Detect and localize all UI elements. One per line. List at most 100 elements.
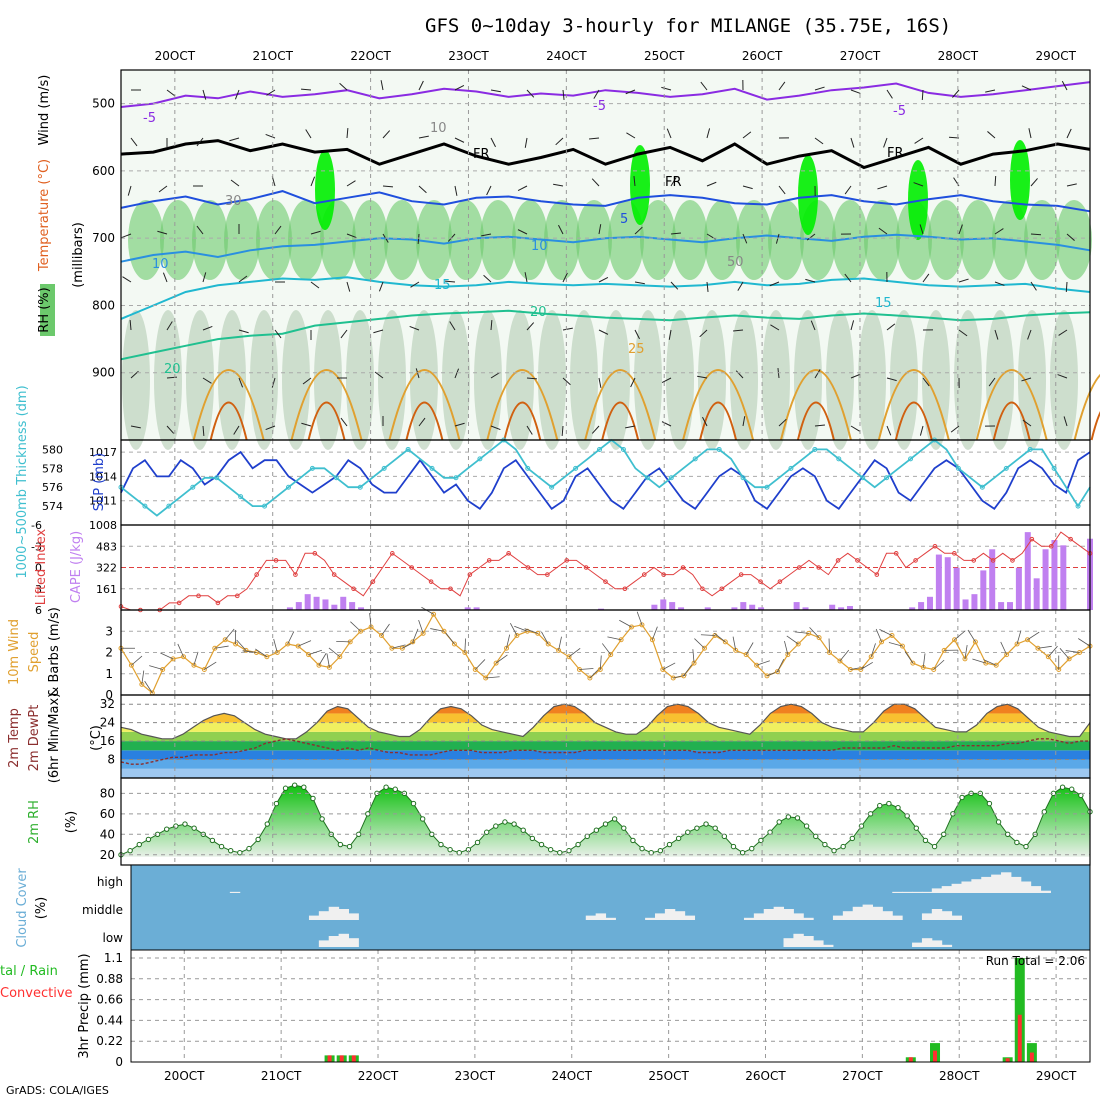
wind-barb (958, 329, 968, 337)
wind10-point (764, 673, 770, 679)
wind-barb (593, 89, 600, 99)
rh-band (442, 310, 470, 450)
li-tick-label: 6 (35, 604, 42, 617)
li-point (932, 543, 938, 549)
cloud-middle-cell (951, 915, 962, 920)
wind-barb (778, 185, 786, 195)
rh2m-tick-label: 40 (100, 827, 115, 841)
wind10-point (556, 647, 562, 653)
rh2m-point (255, 836, 261, 843)
rh-band (858, 310, 886, 450)
rh-band (160, 200, 196, 280)
cloud-middle-cell (664, 909, 676, 920)
wind-barb (310, 230, 321, 235)
rh-band (1050, 310, 1078, 450)
ylabel-wind: Wind (m/s) (37, 75, 52, 146)
ylabel-rh: RH (%) (37, 287, 52, 332)
wind-barb (346, 180, 356, 187)
rh2m-point (502, 819, 508, 825)
cloud-middle-cell (941, 911, 953, 920)
wind10-point (952, 637, 958, 643)
x-tick-label-bottom: 24OCT (552, 1069, 593, 1083)
rh2m-point (749, 845, 755, 852)
wind10-point (535, 630, 541, 636)
cloud-high-cell (991, 874, 1002, 893)
rh2m-point (877, 802, 883, 809)
cape-bar (1006, 602, 1013, 610)
isotherm-line (120, 81, 1091, 108)
thickness-point (190, 484, 196, 490)
wind-barb (994, 175, 997, 187)
li-point (234, 593, 240, 599)
wind-barb (626, 132, 636, 139)
wind-barb (380, 80, 384, 91)
cape-bar (793, 602, 800, 610)
x-tick-label-bottom: 28OCT (939, 1069, 980, 1083)
precip-tick-label: 0.22 (96, 1034, 123, 1048)
thickness-point (525, 465, 531, 471)
wind10-barb (888, 642, 903, 647)
wind-barb (202, 89, 207, 100)
temp-fill (121, 704, 1090, 778)
rh2m-point (602, 821, 609, 827)
li-point (661, 572, 666, 577)
rh2m-point (392, 786, 398, 792)
wind10-barb (694, 638, 705, 649)
wind10-barb (579, 668, 594, 670)
rh-band-bright (630, 145, 650, 225)
wind10-point (128, 662, 134, 668)
wind10-barb (601, 643, 612, 655)
rh-band (890, 310, 918, 450)
cloud-low-cell (921, 938, 933, 947)
rh2m-point (931, 843, 938, 850)
wind-barb (157, 230, 168, 235)
li-point (196, 593, 201, 599)
wind-barb (127, 185, 132, 196)
cape-bar (331, 604, 338, 610)
wind-barb (524, 272, 528, 283)
wind-barb (454, 368, 460, 379)
temp-band (121, 704, 1090, 714)
cloud-middle-cell (773, 906, 785, 920)
wind-barb (1063, 416, 1068, 427)
x-tick-label-bottom: 20OCT (164, 1069, 205, 1083)
wind10-point (972, 639, 978, 645)
cape-bar (998, 602, 1005, 610)
wind-barb (670, 232, 681, 235)
wind10-barb (794, 631, 809, 634)
wind-barb (598, 277, 609, 283)
x-tick-label-bottom: 26OCT (745, 1069, 786, 1083)
wind-tick-label: 1 (105, 667, 113, 681)
li-point (293, 572, 298, 577)
isotherm-25-loop (192, 369, 265, 441)
precip-tick-label: 0 (115, 1055, 123, 1069)
wind10-barb (700, 634, 715, 636)
isotherm-30-loop (894, 401, 933, 441)
wind10-barb (875, 628, 882, 643)
wind10-barb (809, 627, 820, 638)
wind10-point (1014, 641, 1020, 647)
cloud-low-cell (803, 936, 814, 947)
wind10-barb (1000, 641, 1008, 655)
rh-band (986, 310, 1014, 450)
wind-barb (670, 177, 677, 187)
wind-barb (129, 319, 132, 331)
rh2m-point (529, 835, 536, 842)
rh2m-point (666, 841, 673, 848)
wind-barb (238, 275, 248, 283)
wind-tick-label: 0 (105, 688, 113, 702)
rh2m-point (191, 825, 197, 831)
ylabel-cloud: Cloud Cover (15, 868, 30, 948)
rh2m-point (264, 821, 270, 827)
thickness-point (381, 465, 387, 471)
temp-tick-label: 16 (100, 734, 115, 748)
wind-barb (775, 233, 780, 244)
wind-barb (483, 274, 492, 283)
isotherm-30-loop (405, 401, 444, 441)
cloud-middle-cell (852, 906, 864, 920)
ylabel-wind10-barbs: & Barbs (m/s) (47, 607, 62, 697)
li-point (448, 586, 453, 592)
isotherm-label: -5 (593, 99, 606, 114)
rh-band (314, 310, 342, 450)
li-point (506, 551, 511, 556)
